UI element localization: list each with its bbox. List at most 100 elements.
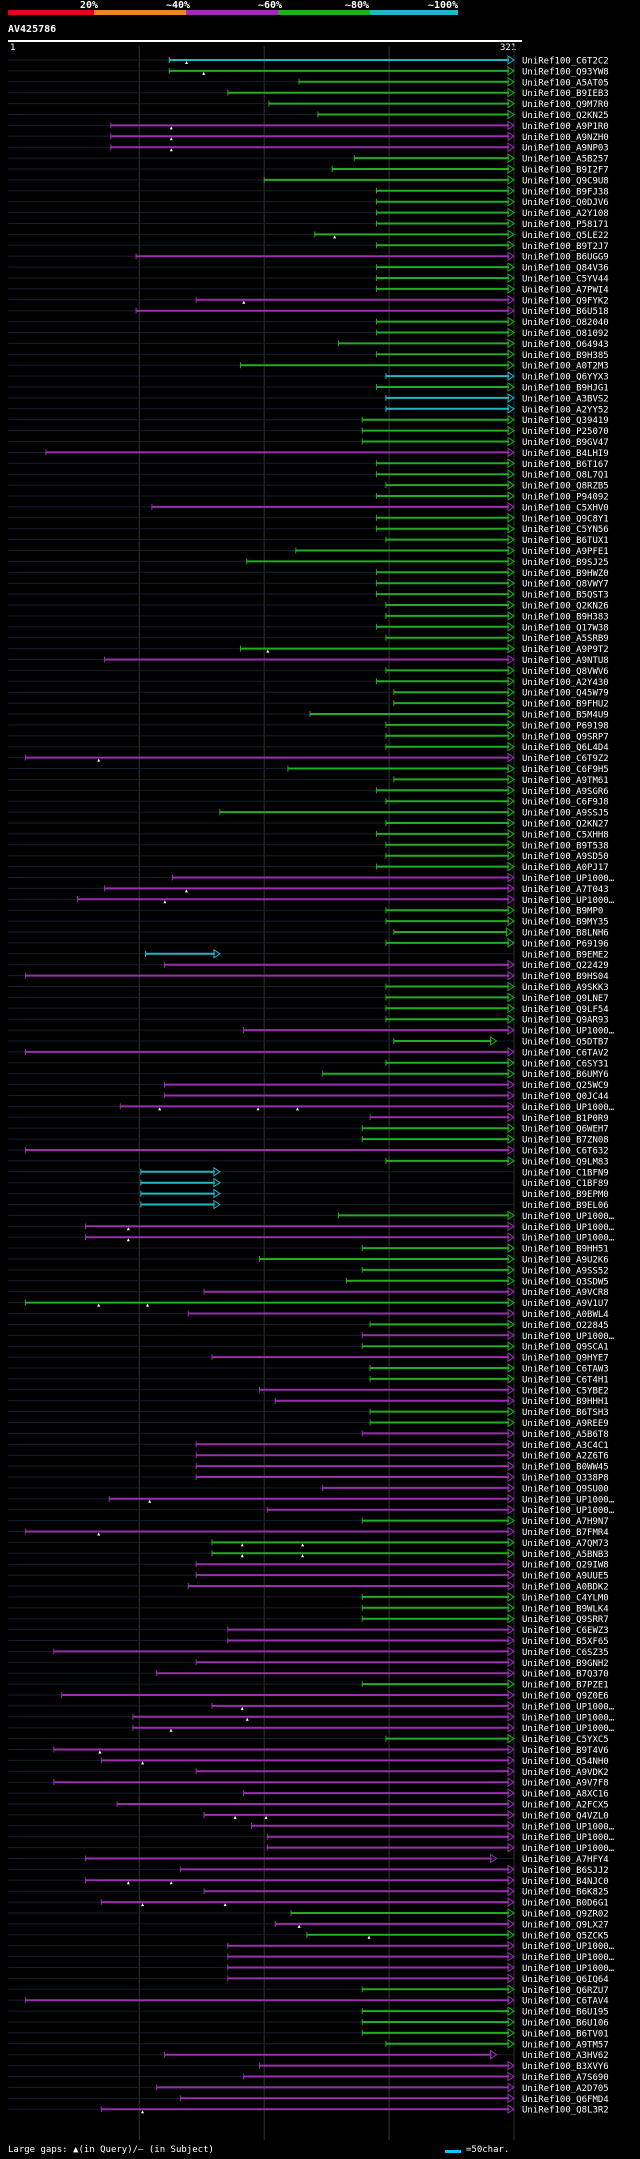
hit-label[interactable]: UniRef100_A0PJ17 <box>522 863 609 873</box>
hit-label[interactable]: UniRef100_Q9SU00 <box>522 1484 609 1494</box>
hit-row[interactable]: UniRef100_B0D6G1 <box>8 1897 609 1909</box>
hit-row[interactable]: UniRef100_A2YY52 <box>8 403 609 416</box>
hit-row[interactable]: UniRef100_O22845 <box>8 1319 609 1331</box>
hit-label[interactable]: UniRef100_Q22429 <box>522 961 609 971</box>
hit-row[interactable]: UniRef100_UP1000… <box>8 894 615 906</box>
hit-row[interactable]: UniRef100_A5SRB9 <box>8 632 609 645</box>
hit-row[interactable]: UniRef100_C6T2C2 <box>8 55 609 67</box>
hit-row[interactable]: UniRef100_A5BNB3 <box>8 1548 609 1560</box>
hit-label[interactable]: UniRef100_C5YBE2 <box>522 1386 609 1396</box>
hit-row[interactable]: UniRef100_A3BVS2 <box>8 392 609 405</box>
hit-label[interactable]: UniRef100_B0D6G1 <box>522 1899 609 1909</box>
hit-row[interactable]: UniRef100_B6TUX1 <box>8 534 609 547</box>
hit-row[interactable]: UniRef100_C5YN56 <box>8 523 609 536</box>
hit-row[interactable]: UniRef100_A2D705 <box>8 2082 609 2094</box>
hit-label[interactable]: UniRef100_A9VCR8 <box>522 1288 609 1298</box>
hit-row[interactable]: UniRef100_A5AT05 <box>8 76 609 89</box>
hit-row[interactable]: UniRef100_C6TAW3 <box>8 1363 609 1375</box>
hit-label[interactable]: UniRef100_C6F9H5 <box>522 765 609 775</box>
hit-row[interactable]: UniRef100_B6SJJ2 <box>8 1864 609 1876</box>
hit-label[interactable]: UniRef100_A9PFE1 <box>522 547 609 557</box>
hit-label[interactable]: UniRef100_UP1000… <box>522 1506 615 1516</box>
hit-label[interactable]: UniRef100_B9GV47 <box>522 438 609 448</box>
hit-label[interactable]: UniRef100_B9T538 <box>522 841 609 851</box>
hit-label[interactable]: UniRef100_A7T043 <box>522 885 609 895</box>
hit-row[interactable]: UniRef100_B7PZE1 <box>8 1679 609 1691</box>
hit-label[interactable]: UniRef100_Q2KN26 <box>522 602 609 612</box>
hit-label[interactable]: UniRef100_A2D705 <box>522 2084 609 2094</box>
hit-row[interactable]: UniRef100_B1P0R9 <box>8 1112 609 1124</box>
hit-label[interactable]: UniRef100_UP1000… <box>522 1942 615 1952</box>
hit-label[interactable]: UniRef100_Q9LF54 <box>522 1005 609 1015</box>
hit-label[interactable]: UniRef100_A7H9N7 <box>522 1517 609 1527</box>
hit-label[interactable]: UniRef100_UP1000… <box>522 1964 615 1974</box>
hit-label[interactable]: UniRef100_A8XC16 <box>522 1790 609 1800</box>
hit-label[interactable]: UniRef100_UP1000… <box>522 1212 615 1222</box>
hit-row[interactable]: UniRef100_Q6RZU7 <box>8 1984 609 1996</box>
hit-row[interactable]: UniRef100_B6K825 <box>8 1886 609 1898</box>
hit-label[interactable]: UniRef100_A3HV62 <box>522 2051 609 2061</box>
hit-row[interactable]: UniRef100_B9MP0 <box>8 905 603 917</box>
hit-label[interactable]: UniRef100_B5M4U9 <box>522 711 609 721</box>
hit-label[interactable]: UniRef100_C1BF89 <box>522 1179 609 1189</box>
hit-label[interactable]: UniRef100_A7S690 <box>522 2073 609 2083</box>
hit-row[interactable]: UniRef100_C6F9H5 <box>8 763 609 776</box>
hit-row[interactable]: UniRef100_UP1000… <box>8 1722 615 1735</box>
hit-label[interactable]: UniRef100_B9WLK4 <box>522 1604 609 1614</box>
hit-label[interactable]: UniRef100_A7QM73 <box>522 1539 609 1549</box>
hit-label[interactable]: UniRef100_A3BVS2 <box>522 394 609 404</box>
hit-row[interactable]: UniRef100_A9V1U7 <box>8 1297 609 1310</box>
hit-row[interactable]: UniRef100_B6T167 <box>8 458 609 470</box>
hit-label[interactable]: UniRef100_Q8VWY7 <box>522 580 609 590</box>
hit-label[interactable]: UniRef100_C6T9Z2 <box>522 754 609 764</box>
hit-label[interactable]: UniRef100_UP1000… <box>522 1234 615 1244</box>
hit-label[interactable]: UniRef100_A9VDK2 <box>522 1768 609 1778</box>
hit-label[interactable]: UniRef100_P58171 <box>522 220 609 230</box>
hit-label[interactable]: UniRef100_A2Y108 <box>522 209 609 219</box>
hit-label[interactable]: UniRef100_A9P1R0 <box>522 122 609 132</box>
hit-row[interactable]: UniRef100_A3HV62 <box>8 2049 609 2062</box>
hit-row[interactable]: UniRef100_B9HWZ0 <box>8 567 609 579</box>
hit-label[interactable]: UniRef100_B9IEB3 <box>522 89 609 99</box>
hit-label[interactable]: UniRef100_B9HJG1 <box>522 384 609 394</box>
hit-label[interactable]: UniRef100_Q9SRP7 <box>522 732 609 742</box>
hit-row[interactable]: UniRef100_P69198 <box>8 719 609 732</box>
hit-row[interactable]: UniRef100_A9P1R0 <box>8 120 609 132</box>
hit-row[interactable]: UniRef100_UP1000… <box>8 1940 615 1953</box>
hit-label[interactable]: UniRef100_Q9C9U8 <box>522 176 609 186</box>
hit-row[interactable]: UniRef100_A3C4C1 <box>8 1439 609 1451</box>
hit-label[interactable]: UniRef100_B9EL06 <box>522 1201 609 1211</box>
hit-label[interactable]: UniRef100_UP1000… <box>522 1103 615 1113</box>
hit-label[interactable]: UniRef100_C4YLM0 <box>522 1593 609 1603</box>
hit-row[interactable]: UniRef100_A9REE9 <box>8 1417 609 1430</box>
hit-row[interactable]: UniRef100_A9NTU8 <box>8 654 609 667</box>
hit-row[interactable]: UniRef100_C6TAV4 <box>8 1995 609 2007</box>
hit-row[interactable]: UniRef100_A9SGR6 <box>8 785 609 797</box>
hit-row[interactable]: UniRef100_Q4VZL0 <box>8 1809 609 1822</box>
hit-label[interactable]: UniRef100_A5SRB9 <box>522 634 609 644</box>
hit-label[interactable]: UniRef100_C6T4H1 <box>522 1375 609 1385</box>
hit-label[interactable]: UniRef100_Q54NH0 <box>522 1757 609 1767</box>
hit-label[interactable]: UniRef100_B5QST3 <box>522 591 609 601</box>
hit-label[interactable]: UniRef100_B6K825 <box>522 1888 609 1898</box>
hit-label[interactable]: UniRef100_Q6YYX3 <box>522 373 609 383</box>
hit-label[interactable]: UniRef100_B9T4V6 <box>522 1746 609 1756</box>
hit-label[interactable]: UniRef100_A0BDK2 <box>522 1583 609 1593</box>
hit-row[interactable]: UniRef100_A2FCX5 <box>8 1799 609 1811</box>
hit-label[interactable]: UniRef100_B9FHU2 <box>522 700 609 710</box>
hit-label[interactable]: UniRef100_Q93YW8 <box>522 67 609 77</box>
hit-label[interactable]: UniRef100_Q6WEH7 <box>522 1125 609 1135</box>
hit-label[interactable]: UniRef100_Q84V36 <box>522 264 609 274</box>
hit-label[interactable]: UniRef100_B6T167 <box>522 460 609 470</box>
hit-row[interactable]: UniRef100_Q9SRR7 <box>8 1613 609 1626</box>
hit-row[interactable]: UniRef100_A9NP03 <box>8 142 609 154</box>
hit-label[interactable]: UniRef100_A7PWI4 <box>522 285 609 295</box>
hit-label[interactable]: UniRef100_Q5ZCK5 <box>522 1931 609 1941</box>
hit-label[interactable]: UniRef100_A9V1U7 <box>522 1299 609 1309</box>
hit-label[interactable]: UniRef100_B9FJ38 <box>522 187 609 197</box>
hit-label[interactable]: UniRef100_C6SY31 <box>522 1059 609 1069</box>
hit-row[interactable]: UniRef100_P69196 <box>8 937 609 950</box>
hit-row[interactable]: UniRef100_B7FMR4 <box>8 1526 609 1539</box>
hit-row[interactable]: UniRef100_UP1000… <box>8 1221 615 1233</box>
hit-row[interactable]: UniRef100_Q2KN25 <box>8 109 609 122</box>
